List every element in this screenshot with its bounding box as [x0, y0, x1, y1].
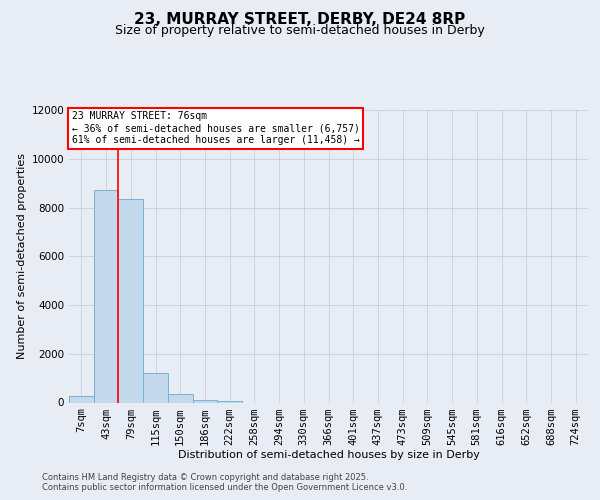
Y-axis label: Number of semi-detached properties: Number of semi-detached properties	[17, 153, 27, 359]
Bar	[143, 373, 168, 402]
Text: 23 MURRAY STREET: 76sqm
← 36% of semi-detached houses are smaller (6,757)
61% of: 23 MURRAY STREET: 76sqm ← 36% of semi-de…	[71, 112, 359, 144]
Bar	[69, 396, 94, 402]
Bar	[94, 190, 118, 402]
Text: Size of property relative to semi-detached houses in Derby: Size of property relative to semi-detach…	[115, 24, 485, 37]
Text: 23, MURRAY STREET, DERBY, DE24 8RP: 23, MURRAY STREET, DERBY, DE24 8RP	[134, 12, 466, 28]
Text: Contains HM Land Registry data © Crown copyright and database right 2025.: Contains HM Land Registry data © Crown c…	[42, 472, 368, 482]
Bar	[118, 199, 143, 402]
X-axis label: Distribution of semi-detached houses by size in Derby: Distribution of semi-detached houses by …	[178, 450, 479, 460]
Bar	[168, 394, 193, 402]
Text: Contains public sector information licensed under the Open Government Licence v3: Contains public sector information licen…	[42, 482, 407, 492]
Bar	[193, 400, 217, 402]
